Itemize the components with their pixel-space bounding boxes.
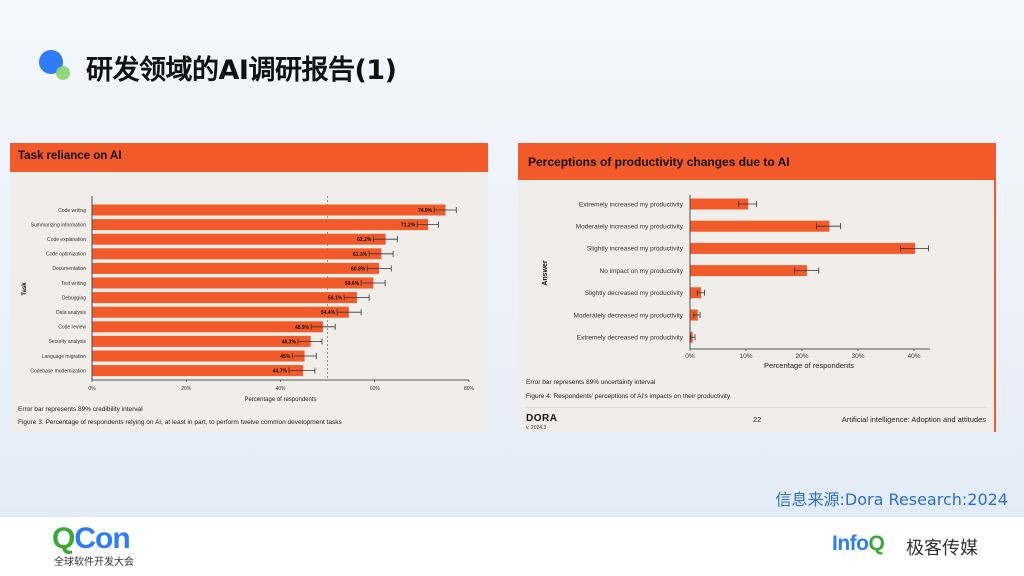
data-label: 71.2% [401, 223, 416, 229]
category-label: Language migration [42, 354, 86, 360]
category-label: Codebase modernization [30, 368, 86, 374]
category-label: Slightly decreased my productivity [585, 290, 684, 297]
x-tick-label: 0% [685, 353, 695, 360]
panel-title: Task reliance on AI [18, 150, 122, 162]
x-tick-label: 0% [88, 386, 96, 392]
figure-caption: Figure 3: Percentage of respondents rely… [18, 419, 342, 426]
category-label: Summarizing information [31, 222, 87, 228]
x-tick-label: 20% [181, 386, 192, 392]
productivity-panel: Perceptions of productivity changes due … [518, 143, 996, 432]
version: v. 2024.3 [526, 425, 547, 431]
x-axis-label: Percentage of respondents [764, 361, 854, 370]
category-label: Moderately decreased my productivity [574, 312, 684, 319]
x-tick-label: 40% [275, 386, 286, 392]
x-tick-label: 40% [907, 353, 920, 360]
data-label: 45% [280, 354, 291, 360]
category-label: Debugging [62, 295, 86, 301]
x-tick-label: 10% [739, 353, 752, 360]
figure-caption: Figure 4: Respondents' perceptions of AI… [526, 393, 731, 400]
task-reliance-chart: 0% 20% 40% 60% 80% Percentage of respondents T… [22, 196, 475, 403]
x-tick-label: 80% [464, 386, 475, 392]
bar [92, 335, 311, 347]
y-axis-label: Answer [542, 260, 549, 286]
category-label: Code explanation [47, 237, 86, 243]
bar [690, 198, 749, 210]
category-label: No impact on my productivity [600, 268, 684, 275]
productivity-chart: 0% 10% 20% 30% 40% Percentage of respondents A… [542, 195, 930, 370]
error-note: Error bar represents 89% uncertainty int… [526, 379, 656, 386]
panel-header: Perceptions of productivity changes due … [518, 143, 994, 180]
bar [690, 242, 916, 254]
infoq-subtitle: 极客传媒 [906, 538, 978, 558]
category-label: Documentation [52, 266, 86, 272]
bar [92, 248, 382, 260]
x-tick-label: 30% [851, 353, 864, 360]
divider [526, 407, 986, 408]
y-axis-label: Task [22, 282, 28, 296]
data-label: 60.8% [351, 266, 366, 272]
bar [690, 265, 807, 277]
data-label: 46.3% [282, 339, 297, 345]
bar [92, 204, 446, 216]
data-label: 44.7% [273, 369, 288, 375]
category-label: Extremely increased my productivity [579, 201, 684, 208]
qcon-subtitle: 全球软件开发大会 [54, 557, 134, 568]
bar [92, 277, 374, 289]
source-note: 信息来源:Dora Research:2024 [775, 490, 1008, 509]
bar [92, 292, 357, 304]
bar [92, 350, 305, 362]
bar [92, 233, 386, 245]
bar [92, 365, 304, 377]
task-reliance-panel: Task reliance on AI 0% 20% 40% 60% 80% Percen… [10, 143, 488, 432]
title-bullet-accent-icon [56, 66, 70, 80]
data-label: 62.2% [357, 237, 372, 243]
error-note: Error bar represents 89% credibility int… [18, 406, 143, 413]
data-label: 74.9% [418, 208, 433, 214]
category-label: Test writing [61, 281, 86, 287]
page-number: 22 [753, 415, 762, 424]
bar [92, 321, 323, 333]
bar [92, 306, 349, 318]
data-label: 48.9% [295, 325, 310, 331]
x-axis-label: Percentage of respondents [244, 397, 316, 403]
category-label: Code review [58, 325, 86, 331]
bar [92, 262, 380, 274]
panel-title: Perceptions of productivity changes due … [528, 155, 790, 169]
infoq-logo: InfoQ [832, 532, 885, 555]
category-label: Extremely decreased my productivity [577, 334, 684, 341]
bar [690, 287, 702, 299]
category-label: Data analysis [56, 310, 87, 316]
data-label: 54.4% [321, 310, 336, 316]
data-label: 61.3% [353, 252, 368, 258]
x-tick-label: 20% [795, 353, 808, 360]
bar [92, 219, 429, 231]
data-label: 56.1% [328, 296, 343, 302]
dora-logo: DORA [526, 413, 558, 424]
section-name: Artificial intelligence: Adoption and at… [841, 415, 986, 424]
x-tick-label: 60% [370, 386, 381, 392]
bar [690, 220, 830, 232]
qcon-logo: QCon [52, 522, 131, 555]
footer [0, 517, 1024, 576]
category-label: Moderately increased my productivity [576, 223, 684, 230]
panel-header: Task reliance on AI [10, 143, 488, 172]
category-label: Code optimization [46, 252, 86, 258]
page-title: 研发领域的AI调研报告(1) [86, 55, 397, 86]
category-label: Slightly increased my productivity [587, 246, 684, 253]
category-label: Code writing [58, 208, 86, 214]
data-label: 59.6% [345, 281, 360, 287]
category-label: Security analysis [48, 339, 86, 345]
